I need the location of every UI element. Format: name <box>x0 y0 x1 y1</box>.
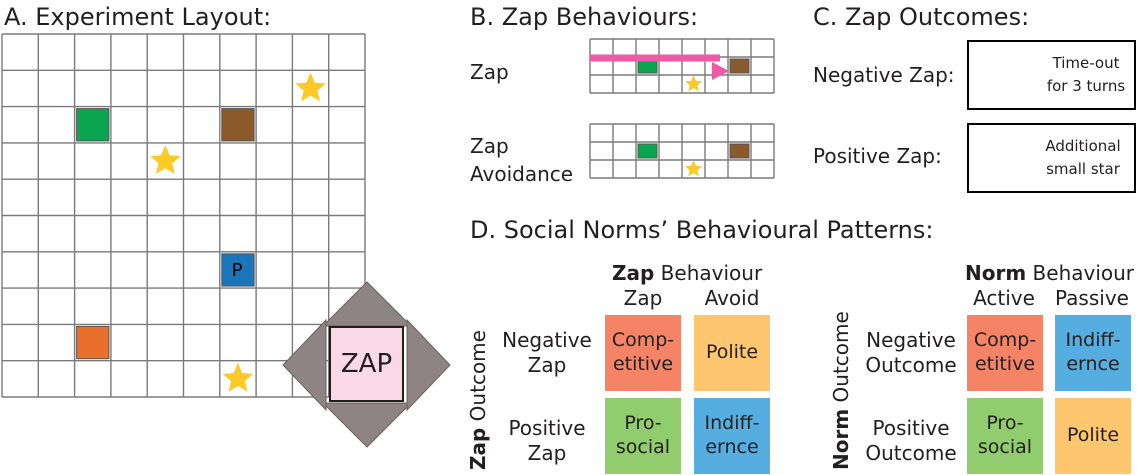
zap-table-row1-line1: Negative <box>502 328 592 352</box>
norm-table-row1-label: Negative Outcome <box>858 328 964 378</box>
positive-zap-text-line2: small star <box>1046 159 1120 178</box>
norm-table-row2-label: Positive Outcome <box>858 416 964 466</box>
star-icon <box>222 362 254 392</box>
green-agent <box>76 108 110 142</box>
norm-cell-prosocial: Pro-social <box>967 398 1043 474</box>
negative-zap-outcome-text: Time-out for 3 turns <box>1038 52 1134 97</box>
zap-cell-prosocial: Pro-social <box>605 398 681 474</box>
positive-zap-outcome-box <box>967 123 1136 193</box>
norm-table-side-rest: Outcome <box>829 311 853 409</box>
negative-zap-label: Negative Zap: <box>813 63 955 87</box>
negative-zap-text-line1: Time-out <box>1052 54 1120 72</box>
brown-agent <box>221 108 255 142</box>
zap-avoidance-label-line1: Zap <box>470 134 509 158</box>
arrow-down-icon <box>321 402 413 448</box>
zap-cell-prosocial-line1: Pro- <box>624 412 662 435</box>
panel-b-title: B. Zap Behaviours: <box>470 3 699 31</box>
norm-table-header: Norm Behaviour <box>965 261 1134 286</box>
avoid-star-icon <box>684 160 703 177</box>
norm-cell-polite: Polite <box>1055 398 1131 474</box>
zap-brown-agent <box>729 58 750 74</box>
zap-table-header-rest: Behaviour <box>654 261 763 285</box>
norm-table-row2-line2: Outcome <box>865 441 957 465</box>
positive-zap-text-line1: Additional <box>1045 137 1121 155</box>
zap-table-row2-line2: Zap <box>527 441 567 465</box>
norm-table-side-bold: Norm <box>829 408 853 470</box>
norm-cell-prosocial-line2: social <box>977 436 1033 458</box>
zap-table-row1-label: Negative Zap <box>497 328 597 378</box>
zap-table-header-bold: Zap <box>612 261 655 285</box>
zap-button-label: ZAP <box>340 349 393 379</box>
zap-cell-prosocial-line2: social <box>615 436 671 458</box>
zap-table-col1: Zap <box>623 286 663 310</box>
zap-cell-competitive-line1: Comp- <box>611 329 675 352</box>
norm-table-col1: Active <box>973 286 1035 310</box>
norm-table-side-label: Norm Outcome <box>829 311 854 470</box>
negative-zap-outcome-box <box>967 40 1136 110</box>
arrow-left-icon <box>282 318 327 412</box>
star-icon <box>150 145 181 174</box>
norm-table-header-rest: Behaviour <box>1026 261 1135 285</box>
panel-a-title: A. Experiment Layout: <box>4 3 272 31</box>
norm-table-row1-line2: Outcome <box>865 353 957 377</box>
zap-table-side-rest: Outcome <box>466 330 490 428</box>
norm-cell-indifference: Indiff-ernce <box>1055 315 1131 391</box>
avoid-brown-agent <box>729 143 750 159</box>
norm-cell-competitive-line1: Comp- <box>973 329 1037 352</box>
norm-cell-polite-text: Polite <box>1066 424 1120 447</box>
zap-star-icon <box>684 75 703 92</box>
zap-cell-indifference-line2: ernce <box>705 436 759 458</box>
zap-cell-indifference: Indiff-ernce <box>694 398 770 474</box>
star-icon <box>295 72 326 102</box>
orange-agent <box>76 325 110 360</box>
norm-cell-competitive: Comp-etitive <box>967 315 1043 391</box>
player-agent <box>221 253 255 287</box>
norm-cell-competitive-line2: etitive <box>974 353 1036 375</box>
norm-cell-prosocial-line1: Pro- <box>986 412 1024 435</box>
norm-table-header-bold: Norm <box>965 261 1027 285</box>
zap-table-row1-line2: Zap <box>527 353 567 377</box>
zap-button <box>329 326 404 402</box>
norm-table-row2-line1: Positive <box>872 416 950 440</box>
zap-cell-polite: Polite <box>694 315 770 391</box>
zap-beam-arrowhead-icon <box>712 62 729 80</box>
avoid-green-agent <box>637 143 658 159</box>
zap-cell-indifference-line1: Indiff- <box>704 412 760 435</box>
norm-cell-indifference-line2: ernce <box>1066 353 1120 375</box>
zap-cell-competitive-line2: etitive <box>612 353 674 375</box>
zap-table-header: Zap Behaviour <box>612 261 762 286</box>
norm-table-row1-line1: Negative <box>866 328 956 352</box>
zap-table-row2-label: Positive Zap <box>497 416 597 466</box>
positive-zap-outcome-text: Additional small star <box>1032 135 1134 180</box>
zap-cell-polite-text: Polite <box>705 341 759 364</box>
panel-d-title: D. Social Norms’ Behavioural Patterns: <box>470 216 934 244</box>
zap-table-row2-line1: Positive <box>508 416 586 440</box>
norm-cell-indifference-line1: Indiff- <box>1065 329 1121 352</box>
zap-row-label: Zap <box>470 60 509 84</box>
arrow-right-icon <box>406 318 451 412</box>
zap-table-side-bold: Zap <box>466 427 490 470</box>
negative-zap-text-line2: for 3 turns <box>1046 76 1126 95</box>
panel-c-title: C. Zap Outcomes: <box>813 3 1030 31</box>
zap-avoidance-label-line2: Avoidance <box>470 162 574 186</box>
norm-table-col2: Passive <box>1055 286 1129 310</box>
positive-zap-label: Positive Zap: <box>813 144 942 168</box>
zap-table-col2: Avoid <box>704 286 760 310</box>
zap-cell-competitive: Comp-etitive <box>605 315 681 391</box>
zap-table-side-label: Zap Outcome <box>466 330 491 470</box>
player-label: P <box>231 259 243 281</box>
